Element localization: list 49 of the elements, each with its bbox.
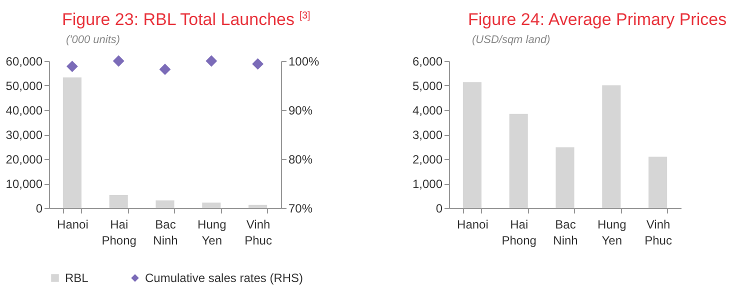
chart-title: Figure 24: Average Primary Prices xyxy=(468,10,727,30)
x-tick-label: Hung Yen xyxy=(598,218,626,248)
y-tick-label: 10,000 xyxy=(6,177,43,191)
x-tick-label: Vinh Phuc xyxy=(644,218,672,248)
y-tick-label: 4,000 xyxy=(412,104,443,118)
x-tick-label: Hanoi xyxy=(457,218,488,232)
y-tick-label: 30,000 xyxy=(6,128,43,142)
bar xyxy=(109,195,128,208)
legend-label: Cumulative sales rates (RHS) xyxy=(145,271,304,285)
x-tick-label: Bac Ninh xyxy=(553,218,578,248)
bar xyxy=(202,202,221,208)
y-tick-label: 40,000 xyxy=(6,104,43,118)
legend-label: RBL xyxy=(65,271,89,285)
y-tick-label: 3,000 xyxy=(412,128,443,142)
point xyxy=(112,55,124,67)
bar xyxy=(602,85,621,208)
y-tick-label: 0 xyxy=(436,202,443,216)
x-tick-label: Hai Phong xyxy=(502,218,536,248)
y-tick-label: 50,000 xyxy=(6,79,43,93)
x-tick-label: Hai Phong xyxy=(102,218,136,248)
point xyxy=(206,55,218,67)
y-tick-label: 1,000 xyxy=(412,177,443,191)
bar xyxy=(509,114,528,208)
bar xyxy=(156,200,174,208)
point xyxy=(252,58,264,70)
y2-tick-label: 70% xyxy=(288,202,313,216)
x-tick-label: Hung Yen xyxy=(198,218,226,248)
y-tick-label: 20,000 xyxy=(6,152,43,166)
bar xyxy=(556,147,574,208)
bar xyxy=(62,77,82,208)
bar xyxy=(462,82,482,208)
y-tick-label: 5,000 xyxy=(412,79,443,93)
y-tick-label: 2,000 xyxy=(412,152,443,166)
y2-tick-label: 100% xyxy=(288,54,320,68)
chart-title: Figure 23: RBL Total Launches $^{[3]}$ xyxy=(62,10,310,30)
y2-tick-label: 90% xyxy=(288,104,313,118)
chart-subtitle: ('000 units) xyxy=(66,34,120,46)
y-tick-label: 0 xyxy=(36,202,43,216)
x-tick-label: Bac Ninh xyxy=(153,218,178,248)
bar xyxy=(248,204,268,208)
point xyxy=(159,64,171,76)
chart-subtitle: (USD/sqm land) xyxy=(472,34,550,46)
point xyxy=(66,60,78,72)
x-tick-label: Hanoi xyxy=(57,218,88,232)
y2-tick-label: 80% xyxy=(288,152,313,166)
y-tick-label: 6,000 xyxy=(412,54,443,68)
y-tick-label: 60,000 xyxy=(6,54,43,68)
x-tick-label: Vinh Phuc xyxy=(244,218,272,248)
bar xyxy=(648,156,668,208)
